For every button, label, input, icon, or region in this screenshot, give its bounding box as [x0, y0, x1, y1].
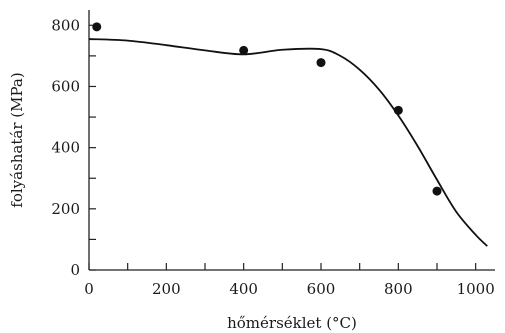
- plot-area: 0 200 400 600 800 1000 0 200 400 600 800: [51, 10, 495, 298]
- y-tick-label: 400: [51, 139, 80, 157]
- y-tick-label: 200: [51, 200, 80, 218]
- data-point: [239, 45, 249, 55]
- y-tick-label: 600: [51, 77, 80, 95]
- x-tick-label: 0: [84, 280, 94, 298]
- x-tick-label: 400: [229, 280, 258, 298]
- x-tick-label: 800: [384, 280, 413, 298]
- data-point: [316, 58, 326, 68]
- fit-curve: [88, 38, 488, 247]
- y-tick-label: 0: [70, 261, 80, 279]
- x-tick-label: 200: [152, 280, 181, 298]
- data-point: [432, 186, 442, 196]
- data-point: [92, 22, 102, 32]
- x-tick-label: 600: [307, 280, 336, 298]
- y-ticks: 0 200 400 600 800: [51, 16, 96, 279]
- data-point: [393, 105, 403, 115]
- x-ticks: 0 200 400 600 800 1000: [84, 263, 495, 298]
- data-points: [92, 22, 442, 196]
- x-tick-label: 1000: [457, 280, 495, 298]
- x-axis-label: hőmérséklet (°C): [227, 314, 357, 332]
- y-axis-label: folyáshatár (MPa): [8, 72, 26, 207]
- y-tick-label: 800: [51, 16, 80, 34]
